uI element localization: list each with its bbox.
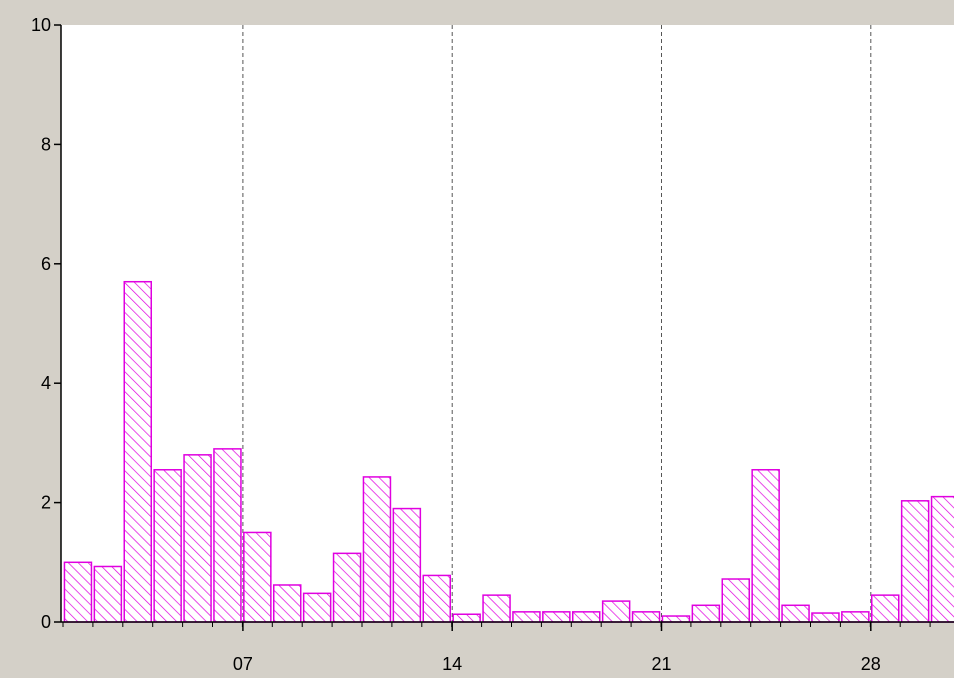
y-tick-label: 10 bbox=[31, 15, 51, 35]
bar-day-29 bbox=[900, 500, 930, 623]
bar-day-22 bbox=[691, 604, 721, 623]
bar-day-20 bbox=[631, 611, 661, 623]
bar-day-11 bbox=[362, 476, 392, 623]
bar-day-3 bbox=[123, 280, 152, 623]
bar-day-9 bbox=[302, 592, 332, 623]
bar-day-8 bbox=[273, 584, 302, 623]
bar-day-30 bbox=[930, 495, 954, 623]
bar-day-27 bbox=[841, 611, 870, 623]
y-tick-label: 0 bbox=[41, 612, 51, 632]
x-axis-ticks: 07 14 21 28 bbox=[62, 622, 931, 674]
bar-day-15 bbox=[482, 594, 511, 623]
bar-day-28 bbox=[871, 594, 900, 623]
bar-day-21 bbox=[661, 615, 691, 623]
bar-day-25 bbox=[781, 604, 810, 623]
x-tick-label-28: 28 bbox=[861, 654, 881, 673]
y-tick-label: 6 bbox=[41, 254, 51, 274]
bar-day-26 bbox=[811, 612, 840, 623]
x-tick-label-14: 14 bbox=[442, 654, 462, 673]
bar-day-24 bbox=[751, 469, 780, 623]
bar-day-1 bbox=[63, 561, 93, 623]
bar-day-23 bbox=[721, 578, 750, 623]
x-tick-label-07: 07 bbox=[233, 654, 253, 673]
bar-day-7 bbox=[243, 531, 272, 623]
axes bbox=[60, 25, 954, 623]
bar-day-6 bbox=[213, 448, 242, 623]
bar-day-19 bbox=[601, 600, 631, 623]
y-tick-label: 4 bbox=[41, 373, 51, 393]
bar-day-16 bbox=[512, 611, 541, 623]
bar-day-10 bbox=[332, 552, 362, 623]
bar-day-12 bbox=[392, 507, 422, 623]
y-tick-label: 8 bbox=[41, 134, 51, 154]
bar-day-13 bbox=[422, 574, 451, 623]
bar-day-2 bbox=[93, 565, 123, 623]
y-tick-label: 2 bbox=[41, 493, 51, 513]
bar-day-14 bbox=[452, 613, 481, 623]
bar-day-17 bbox=[542, 611, 571, 623]
bar-day-18 bbox=[572, 611, 601, 623]
grid-lines bbox=[242, 25, 872, 622]
y-axis-ticks: 0 2 4 6 8 10 bbox=[31, 15, 61, 632]
bar-day-5 bbox=[183, 454, 212, 623]
x-tick-label-21: 21 bbox=[651, 654, 671, 673]
bar-day-4 bbox=[153, 469, 182, 623]
